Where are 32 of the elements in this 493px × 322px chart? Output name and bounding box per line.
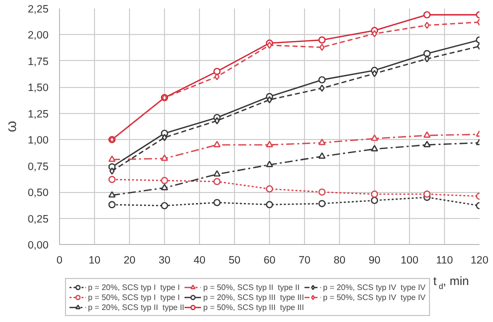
y-tick-label: 0,00: [28, 240, 49, 252]
x-tick-label: 100: [400, 254, 418, 266]
x-tick-label: 110: [436, 254, 454, 266]
y-tick-label: 1,00: [28, 134, 49, 147]
x-tick-label: 60: [264, 254, 276, 266]
y-tick-label: 0,50: [28, 187, 49, 200]
legend-label: p = 50%, SCS typ IV type IV: [323, 292, 426, 302]
x-tick-label: 30: [158, 254, 170, 266]
legend-label: p = 20%, SCS typ III type III: [203, 292, 304, 302]
y-tick-label: 1,50: [28, 82, 49, 94]
legend-label: p = 50%, SCS typ III type III: [203, 302, 304, 312]
legend-label: p = 20%, SCS typ IV type IV: [323, 282, 426, 292]
y-tick-label: 1,25: [28, 108, 49, 120]
x-tick-label: 90: [368, 254, 380, 266]
y-tick-label: 0,25: [28, 213, 49, 226]
x-tick-label: 0: [56, 254, 63, 266]
x-tick-label: 80: [334, 254, 346, 266]
legend-label: p = 20%, SCS typ I type I: [88, 282, 180, 292]
x-tick-label: 20: [124, 254, 136, 266]
y-tick-label: 2,00: [28, 30, 49, 42]
legend-label: p = 50%, SCS typ II type II: [203, 282, 300, 292]
x-tick-label: 120: [470, 254, 488, 266]
y-tick-label: 0,75: [28, 160, 49, 173]
legend-label: p = 50%, SCS typ I type I: [88, 292, 180, 302]
x-tick-label: 40: [194, 254, 206, 266]
y-tick-label: 1,75: [28, 56, 49, 68]
y-tick-label: 2,25: [28, 4, 49, 16]
legend-label: p = 20%, SCS typ II type II: [88, 302, 184, 312]
x-tick-label: 70: [298, 254, 310, 266]
x-tick-label: 10: [88, 254, 100, 266]
y-axis-title: ω: [4, 120, 20, 132]
x-tick-label: 50: [228, 254, 240, 266]
